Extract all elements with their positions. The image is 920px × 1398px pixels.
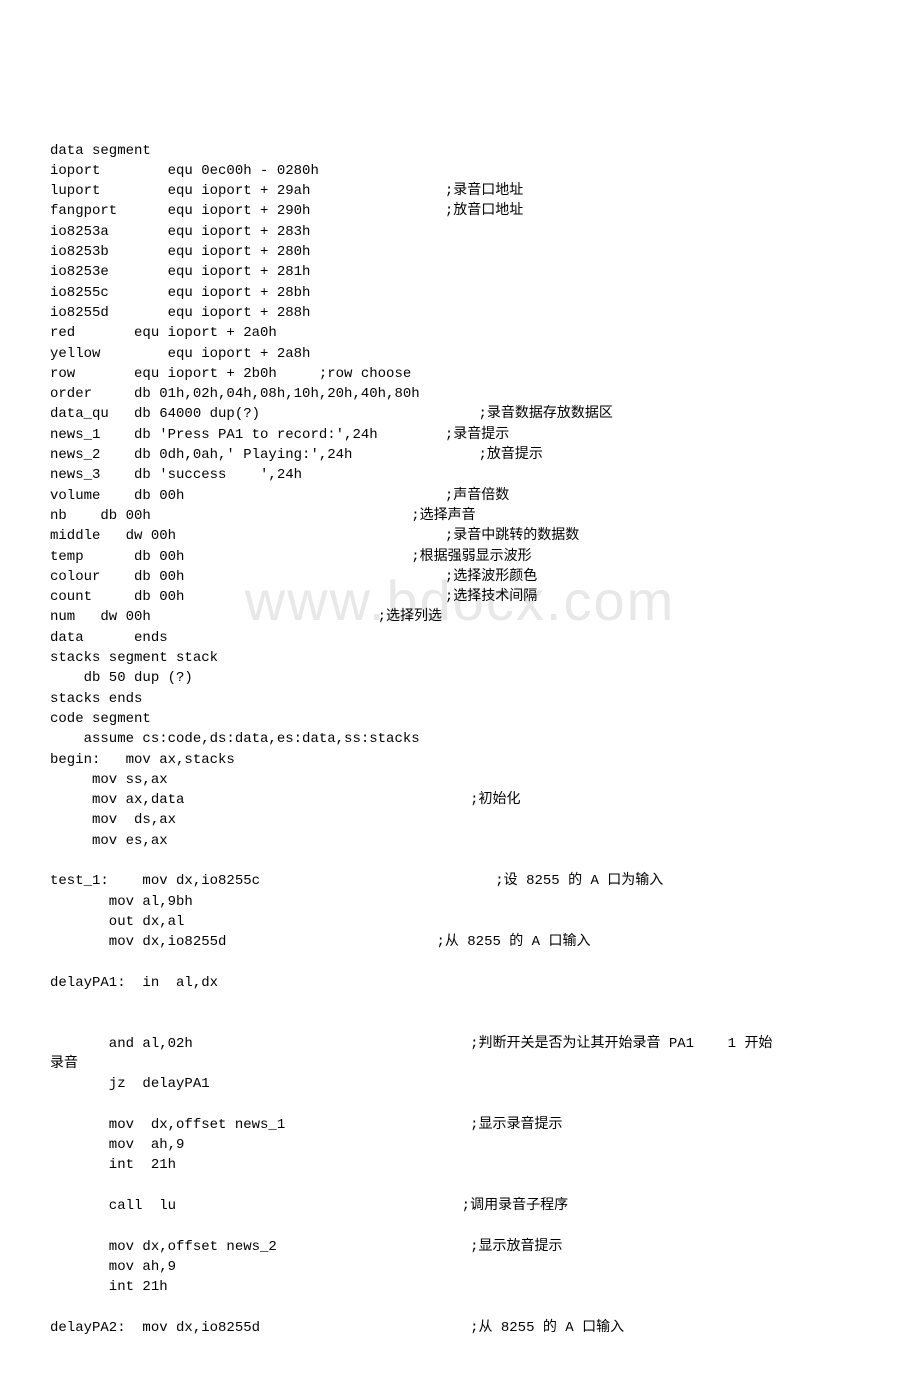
code-document: data segment ioport equ 0ec00h - 0280h l… bbox=[0, 0, 920, 1398]
code-block: data segment ioport equ 0ec00h - 0280h l… bbox=[50, 141, 870, 1339]
